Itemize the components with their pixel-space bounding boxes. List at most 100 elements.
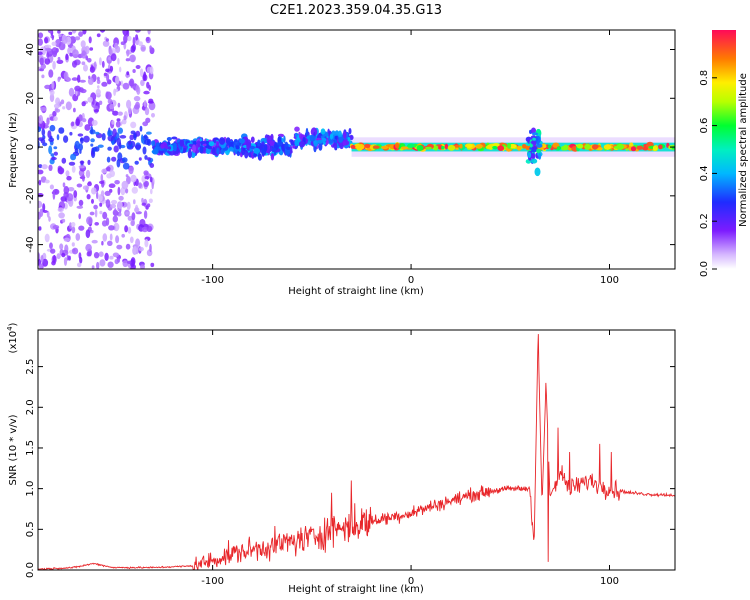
- spectrogram-point: [109, 103, 115, 110]
- spectrogram-point: [527, 151, 532, 159]
- spectrogram-point: [48, 137, 55, 142]
- spectrogram-point: [143, 134, 148, 139]
- spectrogram-point: [100, 190, 105, 197]
- spectrogram-point: [140, 264, 145, 269]
- spectrogram-point: [131, 186, 138, 194]
- spectrogram-point: [94, 109, 99, 113]
- spectrogram-point: [108, 225, 115, 231]
- spectrogram-point: [576, 143, 584, 149]
- spectrogram-point: [131, 212, 136, 221]
- spectrogram-point: [102, 40, 110, 47]
- spectrogram-point: [584, 143, 591, 150]
- spectrogram-point: [138, 41, 143, 47]
- spectrogram-point: [73, 107, 76, 113]
- spectrogram-point: [99, 30, 106, 33]
- snr-series-line: [38, 334, 675, 570]
- spectrogram-point: [97, 85, 100, 89]
- spectrogram-point: [57, 56, 61, 61]
- spectrogram-point: [353, 143, 361, 149]
- spectrogram-point: [51, 260, 56, 266]
- spectrogram-point: [441, 145, 445, 150]
- spectrogram-point: [41, 128, 46, 136]
- spectrogram-point: [253, 147, 261, 154]
- spectrogram-point: [71, 222, 76, 227]
- spectrogram-point: [134, 144, 142, 150]
- spectrogram-point: [125, 73, 131, 78]
- spectrogram-point: [99, 210, 103, 215]
- spectrogram-point: [44, 44, 52, 49]
- spectrogram-point: [135, 34, 139, 41]
- spectrogram-point: [77, 262, 82, 268]
- spectrogram-point: [125, 211, 130, 215]
- spectrogram-point: [99, 57, 102, 66]
- spectrogram-point: [126, 201, 131, 211]
- spectrogram-point: [38, 200, 43, 208]
- spectrogram-point: [50, 248, 56, 254]
- spectrogram-point: [249, 145, 256, 149]
- spectrogram-point: [87, 159, 91, 165]
- spectrogram-point: [95, 88, 101, 96]
- spectrogram-point: [536, 148, 542, 154]
- spectrogram-point: [101, 240, 104, 246]
- spectrogram-point: [91, 119, 98, 126]
- spectrogram-point: [166, 137, 172, 141]
- snr-x-tick-label: 100: [600, 576, 619, 587]
- spectrogram-point: [44, 37, 49, 44]
- spectrogram-point: [144, 107, 150, 116]
- spectrogram-point: [643, 145, 649, 151]
- spectrogram-point: [516, 145, 522, 151]
- spectrogram-point: [202, 143, 207, 147]
- spectrogram-point: [459, 143, 463, 149]
- spectrogram-point: [45, 47, 52, 52]
- spectrogram-point: [130, 121, 137, 129]
- spectrogram-point: [143, 100, 147, 108]
- spectrogram-point: [147, 157, 151, 161]
- spectrogram-point: [658, 144, 663, 150]
- spectrogram-point: [96, 261, 100, 269]
- spectrogram-point: [114, 42, 119, 50]
- spectrogram-point: [86, 251, 91, 257]
- spectrogram-y-tick-label: -40: [25, 236, 36, 252]
- spectrogram-point: [82, 30, 87, 35]
- spectrogram-point: [142, 121, 149, 127]
- spectrogram-point: [597, 147, 603, 151]
- spectrogram-point: [538, 152, 542, 160]
- spectrogram-point: [182, 148, 187, 153]
- spectrogram-point: [141, 226, 149, 233]
- spectrogram-point: [129, 134, 134, 141]
- colorbar-gradient: [712, 30, 736, 269]
- spectrogram-point: [50, 153, 55, 157]
- spectrogram-point: [74, 140, 80, 150]
- spectrogram-point: [58, 212, 65, 219]
- spectrogram-point: [531, 153, 536, 161]
- spectrogram-point: [298, 141, 306, 148]
- spectrogram-point: [117, 57, 120, 65]
- spectrogram-point: [53, 146, 58, 150]
- spectrogram-point: [250, 136, 255, 143]
- spectrogram-point: [41, 164, 48, 170]
- spectrogram-point: [616, 144, 625, 150]
- spectrogram-point: [139, 125, 143, 132]
- spectrogram-point: [563, 144, 569, 151]
- spectrogram-point: [58, 41, 66, 51]
- spectrogram-point: [244, 149, 249, 159]
- spectrogram-point: [143, 71, 147, 81]
- spectrogram-point: [107, 135, 115, 142]
- snr-ticks: -100 0 100 0.0 0.5 1.0 1.5 2.0 2.5: [25, 330, 675, 587]
- spectrogram-point: [147, 100, 154, 104]
- spectrogram-point: [113, 145, 119, 153]
- spectrogram-point: [39, 57, 44, 66]
- spectrogram-point: [65, 76, 70, 81]
- spectrogram-marks: [38, 30, 675, 269]
- spectrogram-point: [65, 170, 70, 177]
- spectrogram-point: [129, 78, 135, 87]
- spectrogram-point: [305, 127, 309, 136]
- spectrogram-point: [105, 38, 109, 42]
- spectrogram-point: [102, 233, 108, 242]
- spectrogram-point: [62, 106, 66, 110]
- spectrogram-x-tick-label: 0: [408, 275, 414, 286]
- spectrogram-point: [140, 44, 146, 52]
- spectrogram-point: [492, 145, 498, 150]
- spectrogram-point: [90, 143, 94, 147]
